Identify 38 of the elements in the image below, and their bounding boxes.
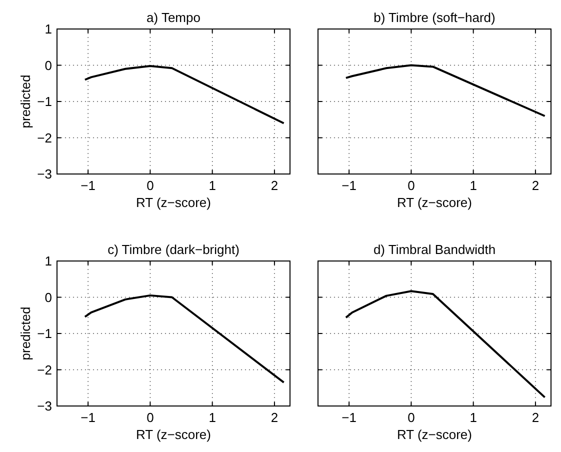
x-axis-title: RT (z−score) [396, 195, 472, 210]
x-tick-label: 1 [208, 178, 216, 193]
y-tick-label: −1 [37, 326, 52, 341]
x-tick-label: 1 [470, 178, 477, 193]
y-tick-label: −3 [37, 166, 52, 182]
x-tick-label: 0 [146, 410, 154, 425]
x-tick-label: 0 [146, 178, 154, 193]
x-tick-label: 0 [408, 410, 415, 425]
y-tick-label: −2 [37, 130, 52, 146]
x-tick-label: 2 [270, 410, 278, 425]
x-tick-label: −1 [80, 410, 96, 425]
x-tick-label: 2 [270, 178, 278, 193]
y-tick-label: 1 [44, 254, 52, 268]
y-tick-label: 0 [44, 58, 52, 73]
chart-title: c) Timbre (dark−bright) [108, 242, 240, 257]
x-tick-label: −1 [80, 178, 96, 193]
chart-title: a) Tempo [146, 10, 200, 25]
x-tick-label: 2 [532, 178, 540, 193]
line-series [84, 64, 285, 124]
x-tick-label: −1 [342, 410, 356, 425]
x-tick-label: 2 [532, 410, 540, 425]
line-series [84, 294, 285, 384]
chart-title: d) Timbral Bandwidth [373, 242, 496, 257]
y-tick-label: 1 [44, 22, 52, 36]
y-tick-label: 0 [44, 290, 52, 305]
x-axis-title: RT (z−score) [136, 195, 212, 210]
y-tick-label: −3 [37, 398, 52, 414]
x-axis-title: RT (z−score) [136, 427, 212, 442]
y-axis-title: predicted [18, 74, 33, 128]
x-tick-label: 0 [408, 178, 415, 193]
y-tick-label: −2 [37, 362, 52, 378]
chart-title: b) Timbre (soft−hard) [374, 10, 496, 25]
x-tick-label: −1 [342, 178, 356, 193]
y-axis-title: predicted [18, 306, 33, 360]
y-tick-label: −1 [37, 94, 52, 109]
x-tick-label: 1 [470, 410, 477, 425]
x-tick-label: 1 [208, 410, 216, 425]
x-axis-title: RT (z−score) [396, 427, 472, 442]
